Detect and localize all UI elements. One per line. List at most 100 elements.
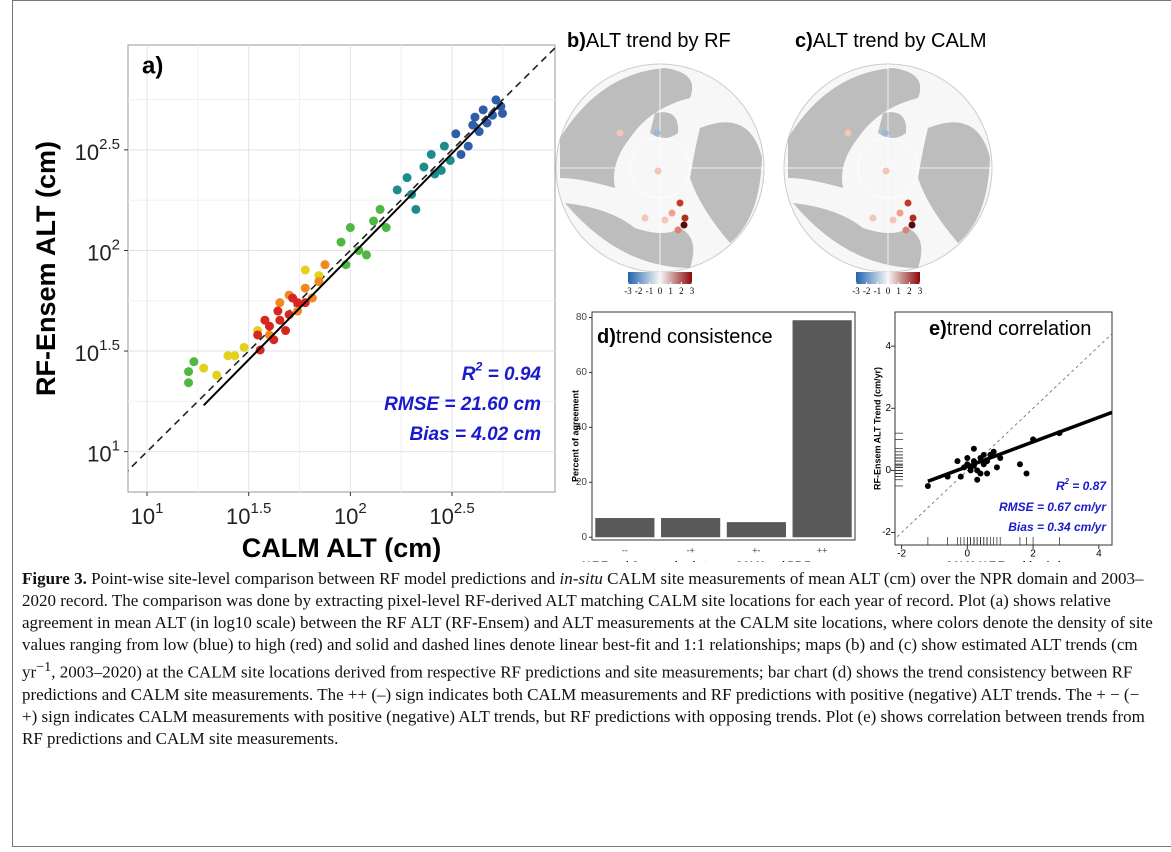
point [212, 370, 222, 380]
point [470, 112, 480, 122]
y-tick-label: 2 [885, 403, 891, 414]
stat-label: R2 = 0.87 [1056, 477, 1107, 493]
tick-exponent: 2.5 [454, 500, 475, 517]
map-site [909, 214, 917, 222]
panel-title-text: ALT trend by CALM [813, 30, 987, 52]
y-tick-label: 0 [581, 532, 587, 543]
point [411, 204, 421, 214]
point [436, 165, 446, 175]
map-site [676, 199, 684, 207]
point [468, 120, 478, 130]
tick-exponent: 1.5 [99, 337, 120, 354]
bar [792, 320, 852, 538]
polar-map: -3 -2 -1 0 1 2 3 [783, 63, 993, 296]
point [402, 173, 412, 183]
point [419, 162, 429, 172]
tick-base: 10 [226, 504, 250, 529]
point [281, 326, 291, 336]
point [491, 95, 501, 105]
point [345, 223, 355, 233]
y-axis-title: Percent of agreement [570, 390, 580, 482]
map-site [904, 199, 912, 207]
map-site [902, 226, 910, 234]
y-tick-label: 101.5 [75, 337, 120, 366]
panel-title: b)ALT trend by RF [567, 30, 731, 52]
plot-clip [895, 333, 1112, 540]
map-site [869, 214, 877, 222]
x-tick-label: -- [622, 545, 628, 555]
point [974, 467, 981, 474]
point [375, 204, 385, 214]
map-site [908, 221, 916, 229]
x-tick-label: 2 [1030, 549, 1036, 560]
x-tick-label: 102.5 [429, 500, 474, 529]
y-axis-title: RF-Ensem ALT (cm) [31, 141, 61, 396]
y-tick-label: 101 [87, 438, 120, 467]
panel-label: b) [567, 30, 586, 52]
point [275, 315, 285, 325]
stat-symbol: R [462, 364, 476, 385]
colorbar-tick-label: 2 [907, 286, 912, 296]
polar-map: -3 -2 -1 0 1 2 3 [555, 63, 765, 296]
map-site [668, 209, 676, 217]
stat-sup: 2 [1064, 477, 1070, 486]
panel-title: c)ALT trend by CALM [795, 30, 987, 52]
point [314, 277, 324, 287]
tick-base: 10 [75, 341, 99, 366]
point [439, 141, 449, 151]
colorbar-tick-label: 3 [918, 286, 923, 296]
point [984, 470, 991, 477]
plot [891, 311, 1113, 549]
map-site [882, 167, 890, 175]
x-tick-label: -2 [897, 549, 906, 560]
point [260, 315, 270, 325]
stat-label: R2 = 0.94 [462, 360, 542, 385]
y-tick-label: 60 [576, 367, 588, 378]
point [255, 345, 265, 355]
colorbar-tick-label: 1 [668, 286, 673, 296]
x-axis-title: CALM ALT Trend (cm/yr) [945, 561, 1061, 562]
map-site [641, 214, 649, 222]
x-tick-label: 0 [965, 549, 971, 560]
map-site [881, 129, 889, 137]
tick-exponent: 2 [358, 500, 366, 517]
point [239, 342, 249, 352]
y-tick-label: 20 [576, 477, 588, 488]
tick-exponent: 1 [112, 438, 120, 455]
tick-base: 10 [87, 441, 111, 466]
caption-text: CALM site measurements of mean ALT (cm) … [22, 569, 1153, 682]
colorbar-tick-label: 2 [679, 286, 684, 296]
point [189, 357, 199, 367]
bar [595, 518, 655, 538]
point [970, 445, 977, 452]
point [381, 223, 391, 233]
point [1023, 470, 1030, 477]
y-tick-label: -2 [882, 527, 891, 538]
map-site [661, 216, 669, 224]
point [426, 149, 436, 159]
point [275, 298, 285, 308]
stat-value: = 0.94 [482, 364, 541, 385]
point [954, 458, 961, 465]
point [497, 108, 507, 118]
map-land [788, 68, 921, 188]
point [456, 149, 466, 159]
point [924, 482, 931, 489]
map-site [889, 216, 897, 224]
point [288, 293, 298, 303]
fit-line [927, 410, 1112, 483]
map-land [793, 203, 922, 268]
point [980, 451, 987, 458]
point [392, 185, 402, 195]
caption-text: Point-wise site-level comparison between… [86, 569, 560, 588]
colorbar-tick-label: -1 [874, 286, 882, 296]
panel-title: e)trend correlation [929, 318, 1091, 340]
point [300, 283, 310, 293]
bar [726, 522, 786, 538]
point [336, 237, 346, 247]
map-site [896, 209, 904, 217]
x-tick-label: 4 [1096, 549, 1102, 560]
map-site [653, 129, 661, 137]
x-tick-label: +- [752, 545, 760, 555]
